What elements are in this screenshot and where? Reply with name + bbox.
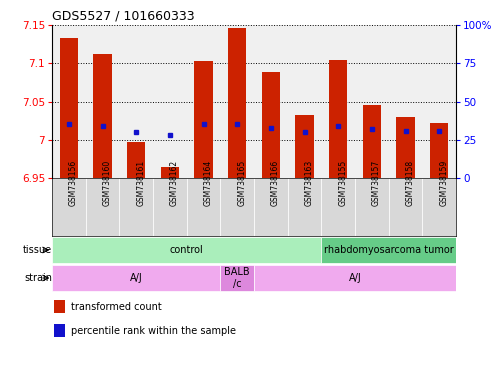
Text: GDS5527 / 101660333: GDS5527 / 101660333 — [52, 10, 195, 22]
Bar — [423, 178, 456, 236]
Text: rhabdomyosarcoma tumor: rhabdomyosarcoma tumor — [324, 245, 454, 255]
Bar — [60, 38, 78, 178]
Bar — [52, 237, 321, 263]
Bar — [288, 178, 321, 236]
Bar — [153, 178, 187, 236]
Bar — [52, 178, 86, 236]
Bar — [194, 61, 213, 178]
Text: A/J: A/J — [130, 273, 142, 283]
Text: transformed count: transformed count — [71, 303, 162, 313]
Text: GSM738165: GSM738165 — [237, 159, 246, 206]
Text: GSM738160: GSM738160 — [103, 159, 111, 206]
Bar — [228, 28, 246, 178]
Bar — [220, 178, 254, 236]
Text: percentile rank within the sample: percentile rank within the sample — [71, 326, 236, 336]
Bar — [362, 105, 381, 178]
Bar — [430, 123, 449, 178]
Bar — [93, 54, 112, 178]
Text: GSM738162: GSM738162 — [170, 160, 179, 206]
Bar — [254, 265, 456, 291]
Text: GSM738159: GSM738159 — [439, 159, 448, 206]
Text: A/J: A/J — [349, 273, 361, 283]
Text: GSM738163: GSM738163 — [305, 159, 314, 206]
Bar — [86, 178, 119, 236]
Text: GSM738166: GSM738166 — [271, 159, 280, 206]
Bar — [396, 117, 415, 178]
Text: GSM738155: GSM738155 — [338, 159, 347, 206]
Bar — [52, 265, 220, 291]
Text: BALB
/c: BALB /c — [224, 267, 250, 289]
Bar — [262, 73, 280, 178]
Text: tissue: tissue — [23, 245, 52, 255]
Bar — [220, 265, 254, 291]
Text: GSM738157: GSM738157 — [372, 159, 381, 206]
Bar — [119, 178, 153, 236]
Text: control: control — [170, 245, 204, 255]
Text: GSM738156: GSM738156 — [69, 159, 78, 206]
Bar — [295, 114, 314, 178]
Bar — [388, 178, 423, 236]
Bar — [321, 237, 456, 263]
Bar — [329, 60, 348, 178]
Bar — [355, 178, 388, 236]
Bar — [254, 178, 288, 236]
Bar — [54, 324, 65, 337]
Text: GSM738161: GSM738161 — [136, 160, 145, 206]
Bar — [321, 178, 355, 236]
Bar — [161, 167, 179, 178]
Bar — [187, 178, 220, 236]
Text: GSM738164: GSM738164 — [204, 159, 212, 206]
Text: strain: strain — [24, 273, 52, 283]
Bar — [127, 142, 145, 178]
Text: GSM738158: GSM738158 — [406, 160, 415, 206]
Bar — [54, 300, 65, 313]
